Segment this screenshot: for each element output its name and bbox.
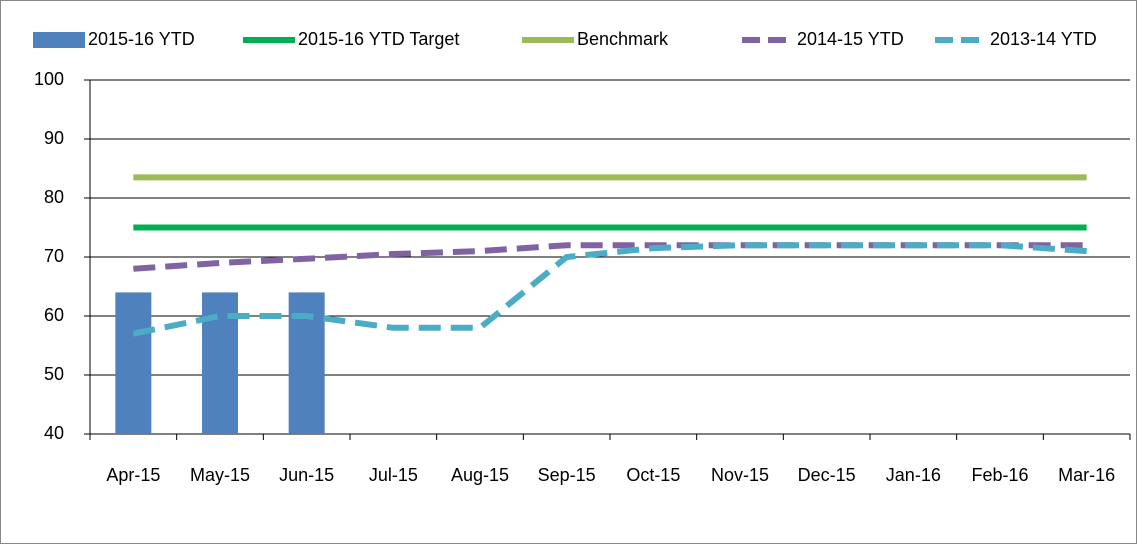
y-tick-label: 100 bbox=[34, 69, 64, 89]
legend-swatch bbox=[33, 32, 85, 48]
x-tick-label: Apr-15 bbox=[106, 465, 160, 485]
y-tick-label: 60 bbox=[44, 305, 64, 325]
x-tick-label: Nov-15 bbox=[711, 465, 769, 485]
y-tick-label: 70 bbox=[44, 246, 64, 266]
x-tick-label: Mar-16 bbox=[1058, 465, 1115, 485]
legend-label: Benchmark bbox=[577, 29, 669, 49]
y-tick-label: 50 bbox=[44, 364, 64, 384]
bar bbox=[115, 292, 152, 434]
x-tick-label: Jun-15 bbox=[279, 465, 334, 485]
legend-label: 2015-16 YTD bbox=[88, 29, 195, 49]
legend-label: 2014-15 YTD bbox=[797, 29, 904, 49]
x-tick-label: Jul-15 bbox=[369, 465, 418, 485]
x-tick-label: Feb-16 bbox=[971, 465, 1028, 485]
x-tick-label: Sep-15 bbox=[538, 465, 596, 485]
legend-label: 2013-14 YTD bbox=[990, 29, 1097, 49]
y-tick-label: 40 bbox=[44, 423, 64, 443]
y-tick-label: 80 bbox=[44, 187, 64, 207]
x-tick-label: May-15 bbox=[190, 465, 250, 485]
line-series bbox=[132, 242, 1087, 337]
x-tick-label: Aug-15 bbox=[451, 465, 509, 485]
y-tick-label: 90 bbox=[44, 128, 64, 148]
x-tick-label: Jan-16 bbox=[886, 465, 941, 485]
x-tick-label: Oct-15 bbox=[626, 465, 680, 485]
x-tick-label: Dec-15 bbox=[798, 465, 856, 485]
legend-label: 2015-16 YTD Target bbox=[298, 29, 459, 49]
